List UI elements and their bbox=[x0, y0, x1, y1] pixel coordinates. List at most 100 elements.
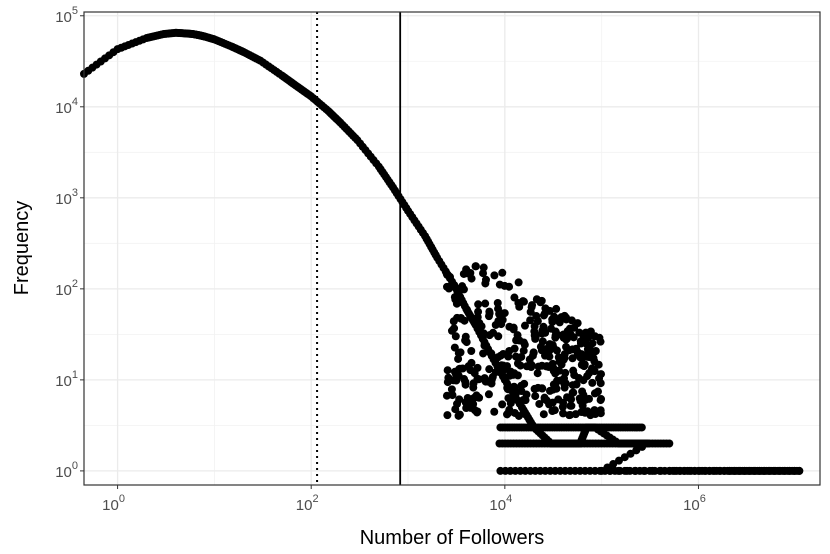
data-point bbox=[485, 331, 494, 340]
data-point bbox=[473, 313, 482, 322]
data-point bbox=[558, 402, 567, 411]
data-point bbox=[573, 319, 582, 328]
data-point bbox=[461, 377, 470, 386]
data-point bbox=[571, 410, 580, 419]
data-point bbox=[443, 366, 452, 375]
data-point bbox=[538, 326, 547, 335]
data-point bbox=[588, 378, 597, 387]
data-point bbox=[568, 388, 577, 397]
data-point bbox=[579, 361, 588, 370]
data-point bbox=[539, 311, 548, 320]
data-point bbox=[467, 274, 476, 283]
x-tick-label: 100 bbox=[102, 493, 125, 514]
data-point bbox=[504, 352, 513, 361]
data-point bbox=[487, 349, 496, 358]
data-point bbox=[455, 410, 464, 419]
data-point bbox=[548, 407, 557, 415]
data-point bbox=[588, 364, 597, 373]
data-point bbox=[463, 393, 472, 402]
data-point bbox=[531, 333, 540, 342]
data-point bbox=[572, 344, 581, 353]
data-point bbox=[531, 392, 540, 401]
data-point bbox=[467, 346, 476, 355]
data-point bbox=[581, 395, 590, 404]
data-point bbox=[514, 278, 523, 287]
data-point bbox=[588, 339, 597, 348]
y-tick-label: 101 bbox=[55, 369, 78, 390]
data-point bbox=[560, 354, 569, 363]
data-point bbox=[446, 272, 454, 281]
data-point bbox=[456, 348, 465, 357]
data-point bbox=[517, 352, 526, 361]
reference-lines bbox=[316, 12, 402, 485]
data-point bbox=[574, 374, 583, 383]
data-point bbox=[467, 358, 476, 367]
data-point bbox=[474, 300, 483, 309]
data-point bbox=[475, 393, 484, 402]
plot-background bbox=[84, 12, 820, 485]
data-point bbox=[551, 380, 560, 389]
data-point bbox=[451, 295, 460, 304]
data-point bbox=[443, 411, 452, 420]
data-point bbox=[534, 362, 543, 371]
data-point bbox=[481, 275, 490, 284]
data-point bbox=[540, 393, 549, 402]
data-point bbox=[519, 346, 528, 355]
data-point bbox=[444, 284, 453, 293]
data-point bbox=[567, 401, 576, 410]
data-point bbox=[559, 409, 568, 418]
data-point bbox=[545, 386, 554, 395]
data-point bbox=[498, 268, 507, 277]
data-point bbox=[470, 406, 479, 415]
x-tick-label: 104 bbox=[489, 493, 512, 514]
data-point bbox=[505, 282, 514, 291]
data-point bbox=[585, 351, 594, 360]
data-point bbox=[609, 460, 618, 469]
data-points bbox=[80, 28, 804, 475]
data-point bbox=[490, 407, 499, 416]
data-point bbox=[526, 316, 535, 325]
data-point bbox=[550, 365, 559, 374]
data-point bbox=[471, 262, 480, 271]
y-tick-label: 104 bbox=[55, 96, 78, 117]
data-point bbox=[485, 365, 494, 374]
data-point bbox=[485, 309, 494, 318]
x-axis-title: Number of Followers bbox=[360, 527, 545, 549]
data-point bbox=[500, 366, 508, 375]
data-point bbox=[565, 411, 574, 420]
data-point bbox=[519, 395, 528, 404]
data-point bbox=[516, 361, 525, 370]
data-point bbox=[569, 366, 578, 375]
data-point bbox=[479, 263, 488, 272]
data-point bbox=[614, 456, 623, 465]
data-point bbox=[545, 352, 554, 361]
data-point bbox=[442, 391, 451, 400]
data-point bbox=[514, 298, 523, 307]
data-point bbox=[498, 400, 507, 409]
y-tick-label: 105 bbox=[55, 5, 78, 26]
y-tick-label: 100 bbox=[55, 460, 78, 481]
data-point bbox=[562, 342, 571, 351]
x-axis-ticks: 100 102 104 106 bbox=[102, 485, 706, 514]
data-point bbox=[510, 369, 519, 378]
data-point bbox=[575, 328, 584, 337]
y-tick-label: 102 bbox=[55, 278, 78, 299]
data-point bbox=[596, 409, 605, 418]
data-point bbox=[548, 315, 557, 324]
data-point bbox=[553, 330, 562, 339]
data-point bbox=[443, 378, 452, 387]
data-point bbox=[578, 387, 587, 396]
data-point bbox=[462, 338, 471, 347]
data-point bbox=[462, 265, 471, 274]
data-point bbox=[447, 385, 456, 394]
data-point bbox=[586, 411, 595, 420]
data-point bbox=[530, 384, 539, 393]
data-point bbox=[520, 321, 529, 330]
data-point bbox=[514, 411, 523, 420]
data-point bbox=[563, 393, 572, 402]
x-tick-label: 106 bbox=[683, 493, 706, 514]
data-point bbox=[450, 343, 459, 352]
data-point bbox=[533, 369, 542, 378]
data-point bbox=[454, 354, 463, 363]
